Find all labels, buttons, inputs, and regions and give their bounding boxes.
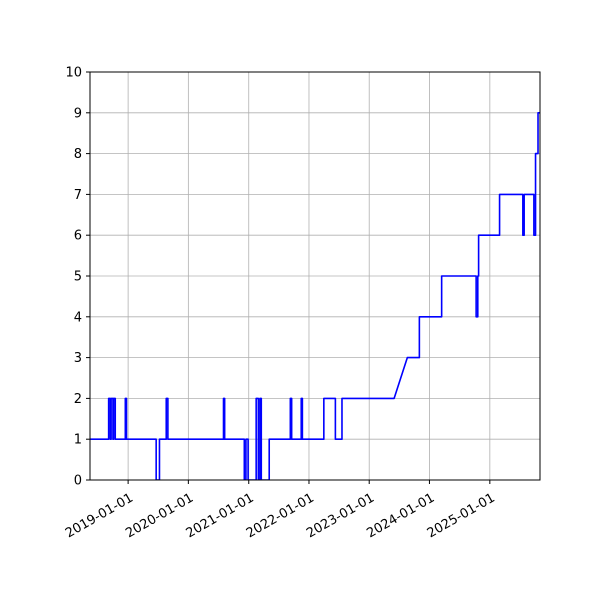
y-tick-label: 1 [74, 433, 82, 448]
y-tick-label: 0 [74, 474, 82, 489]
x-tick-label: 2022-01-01 [244, 491, 317, 542]
y-tick-label: 3 [74, 351, 82, 366]
y-tick-label: 4 [74, 310, 82, 325]
series-layer [90, 112, 540, 480]
y-tick-label: 5 [74, 270, 82, 285]
y-axis: 0 1 2 3 4 5 6 7 8 9 10 [65, 66, 90, 489]
x-tick-label: 2019-01-01 [63, 491, 136, 542]
x-tick-label: 2024-01-01 [364, 491, 437, 542]
series-line-0 [90, 112, 540, 480]
x-tick-label: 2025-01-01 [425, 491, 498, 542]
y-tick-label: 10 [65, 66, 82, 81]
x-tick-label: 2023-01-01 [304, 491, 377, 542]
x-axis: 2019-01-012020-01-012021-01-012022-01-01… [63, 480, 498, 541]
y-tick-label: 7 [74, 188, 82, 203]
x-tick-label: 2021-01-01 [184, 491, 257, 542]
y-tick-label: 2 [74, 392, 82, 407]
y-tick-label: 6 [74, 229, 82, 244]
x-tick-label: 2020-01-01 [123, 491, 196, 542]
y-tick-label: 9 [74, 106, 82, 121]
y-tick-label: 8 [74, 147, 82, 162]
